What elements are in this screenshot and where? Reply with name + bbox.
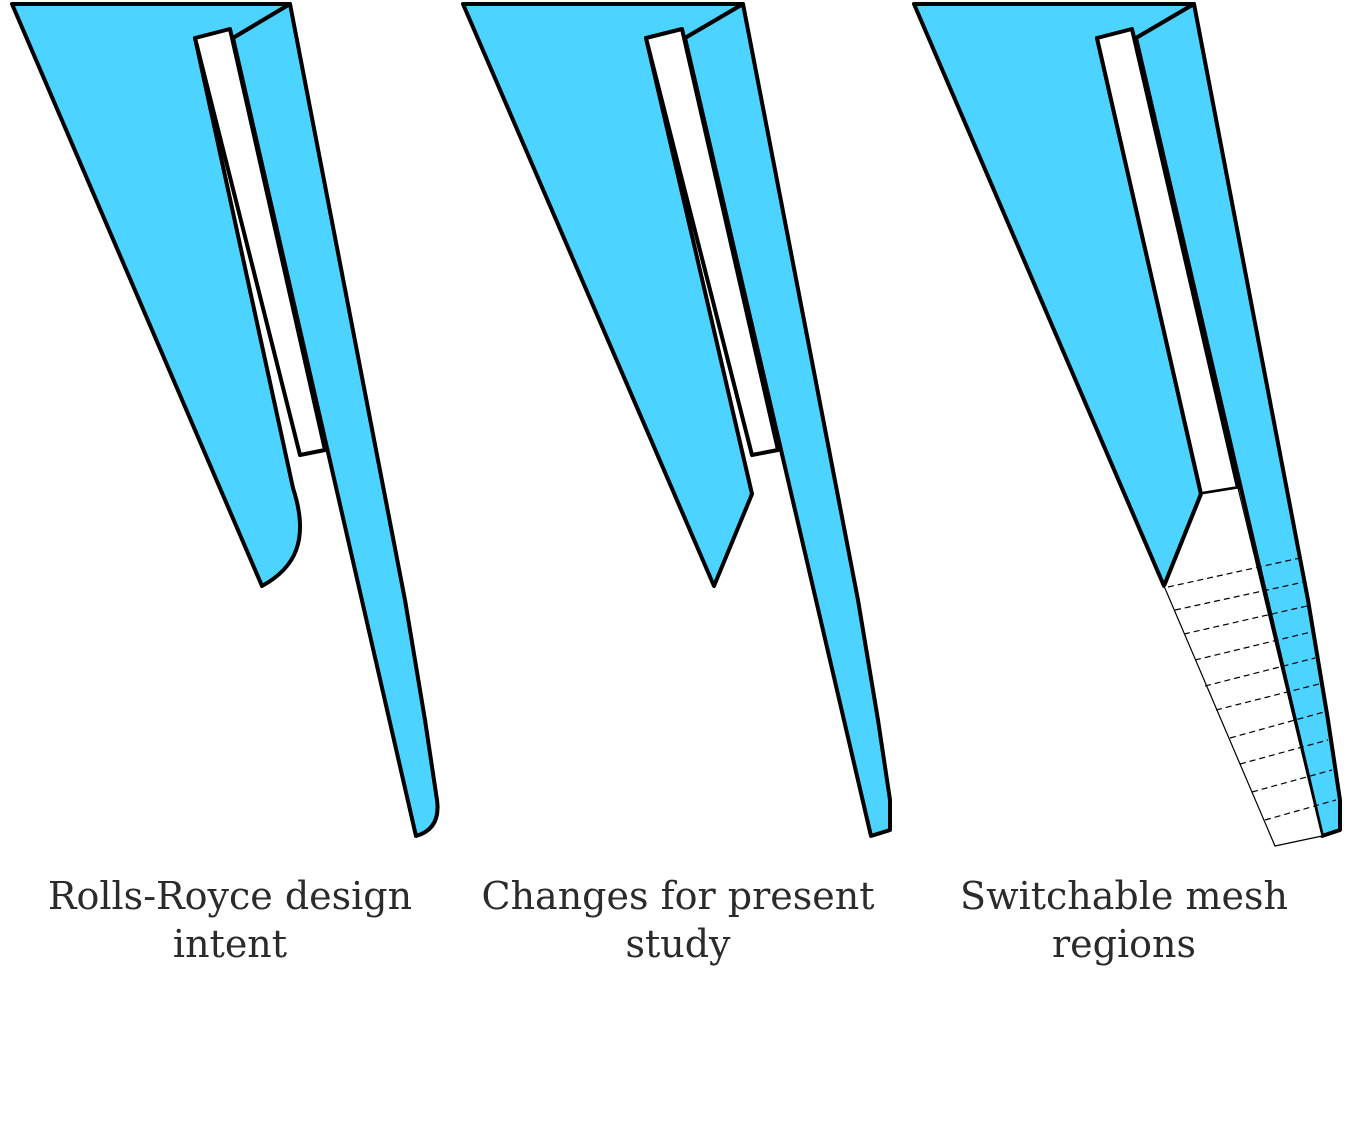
caption-switchable-mesh: Switchable mesh regions [914,872,1334,968]
panel-switchable-mesh [912,2,1342,847]
flap-element-rounded-te [231,2,440,838]
mesh-lines [1167,557,1337,821]
caption-line: Rolls-Royce design [47,874,413,918]
caption-present-study: Changes for present study [468,872,888,968]
flap-element [1134,2,1342,838]
caption-line: regions [1052,922,1196,966]
slot-gap [193,27,327,457]
panel-present-study [461,2,892,838]
main-element-rounded-te [10,2,302,588]
caption-line: intent [172,922,288,966]
caption-line: Changes for present [481,874,875,918]
caption-design-intent: Rolls-Royce design intent [20,872,440,968]
caption-line: study [625,922,731,966]
main-element-te-edge [1162,493,1203,587]
slot-gap [644,27,780,457]
panel-design-intent [10,2,440,838]
caption-line: Switchable mesh [960,874,1288,918]
